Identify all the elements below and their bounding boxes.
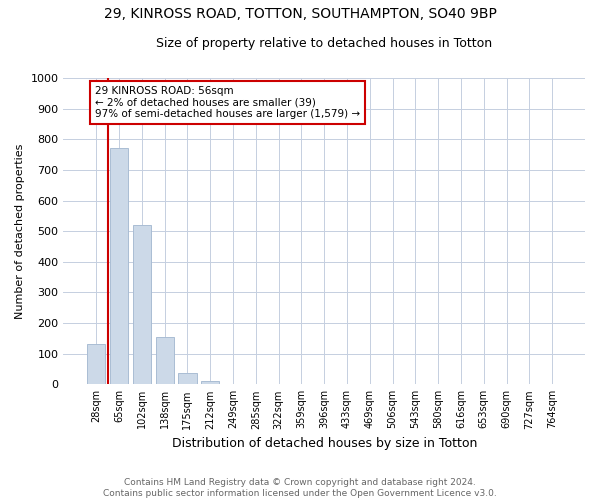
Title: Size of property relative to detached houses in Totton: Size of property relative to detached ho… bbox=[156, 38, 492, 51]
Text: 29, KINROSS ROAD, TOTTON, SOUTHAMPTON, SO40 9BP: 29, KINROSS ROAD, TOTTON, SOUTHAMPTON, S… bbox=[104, 8, 496, 22]
Bar bbox=[110, 148, 128, 384]
Bar bbox=[87, 344, 106, 385]
Bar bbox=[201, 381, 220, 384]
X-axis label: Distribution of detached houses by size in Totton: Distribution of detached houses by size … bbox=[172, 437, 477, 450]
Bar bbox=[178, 372, 197, 384]
Bar bbox=[133, 225, 151, 384]
Text: 29 KINROSS ROAD: 56sqm
← 2% of detached houses are smaller (39)
97% of semi-deta: 29 KINROSS ROAD: 56sqm ← 2% of detached … bbox=[95, 86, 360, 119]
Bar bbox=[155, 337, 174, 384]
Text: Contains HM Land Registry data © Crown copyright and database right 2024.
Contai: Contains HM Land Registry data © Crown c… bbox=[103, 478, 497, 498]
Y-axis label: Number of detached properties: Number of detached properties bbox=[15, 144, 25, 319]
